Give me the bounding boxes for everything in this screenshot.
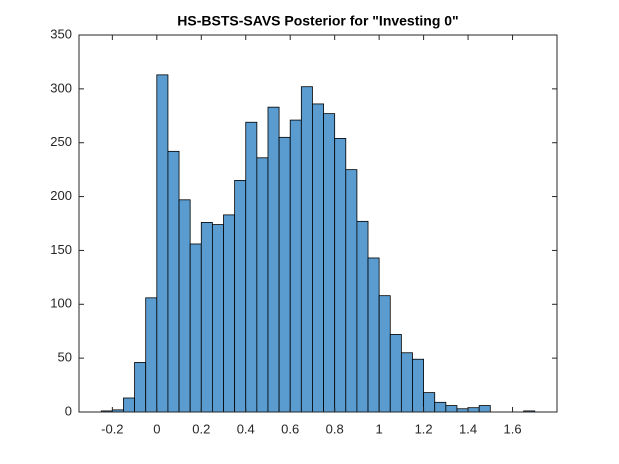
bar <box>467 407 480 413</box>
bar <box>234 180 247 413</box>
bar <box>178 199 191 413</box>
x-tick-label: 0.6 <box>281 421 299 436</box>
axes-box <box>78 34 558 413</box>
y-tick-label: 50 <box>58 350 72 365</box>
bar <box>211 224 224 413</box>
bar <box>323 113 336 413</box>
bar <box>256 157 269 413</box>
bar <box>245 121 258 413</box>
bar <box>412 358 425 413</box>
x-tick-label: 0.2 <box>192 421 210 436</box>
bar <box>167 150 180 413</box>
bar <box>145 297 158 413</box>
bar <box>400 352 413 413</box>
x-tick-label: 0 <box>153 421 160 436</box>
y-tick-label: 150 <box>50 242 72 257</box>
x-tick-label: 1.4 <box>459 421 477 436</box>
bar <box>345 169 358 413</box>
bar <box>478 405 491 413</box>
bar <box>289 119 302 413</box>
bar <box>434 401 447 413</box>
bar <box>389 334 402 413</box>
bar <box>200 222 213 413</box>
y-tick-label: 350 <box>50 26 72 41</box>
bar <box>223 214 236 413</box>
bar <box>356 220 369 413</box>
y-tick-label: 0 <box>65 403 72 418</box>
bar <box>278 136 291 413</box>
x-tick-label: -0.2 <box>101 421 123 436</box>
bar <box>300 86 313 413</box>
y-tick-label: 300 <box>50 80 72 95</box>
x-tick-label: 1.2 <box>415 421 433 436</box>
x-tick-label: 0.8 <box>326 421 344 436</box>
x-tick-label: 1.6 <box>503 421 521 436</box>
bar <box>156 74 169 413</box>
bar <box>334 138 347 413</box>
chart-title: HS-BSTS-SAVS Posterior for "Investing 0" <box>177 13 458 29</box>
bar <box>445 405 458 413</box>
bar <box>367 257 380 413</box>
bar <box>378 295 391 413</box>
bar <box>189 243 202 413</box>
bar <box>134 362 147 413</box>
bar <box>267 106 280 413</box>
x-tick-label: 0.4 <box>237 421 255 436</box>
y-tick-label: 200 <box>50 188 72 203</box>
bar <box>123 397 135 413</box>
bar <box>423 392 436 413</box>
x-tick-label: 1 <box>376 421 383 436</box>
y-tick-label: 250 <box>50 134 72 149</box>
y-tick-label: 100 <box>50 296 72 311</box>
bar <box>312 103 324 413</box>
